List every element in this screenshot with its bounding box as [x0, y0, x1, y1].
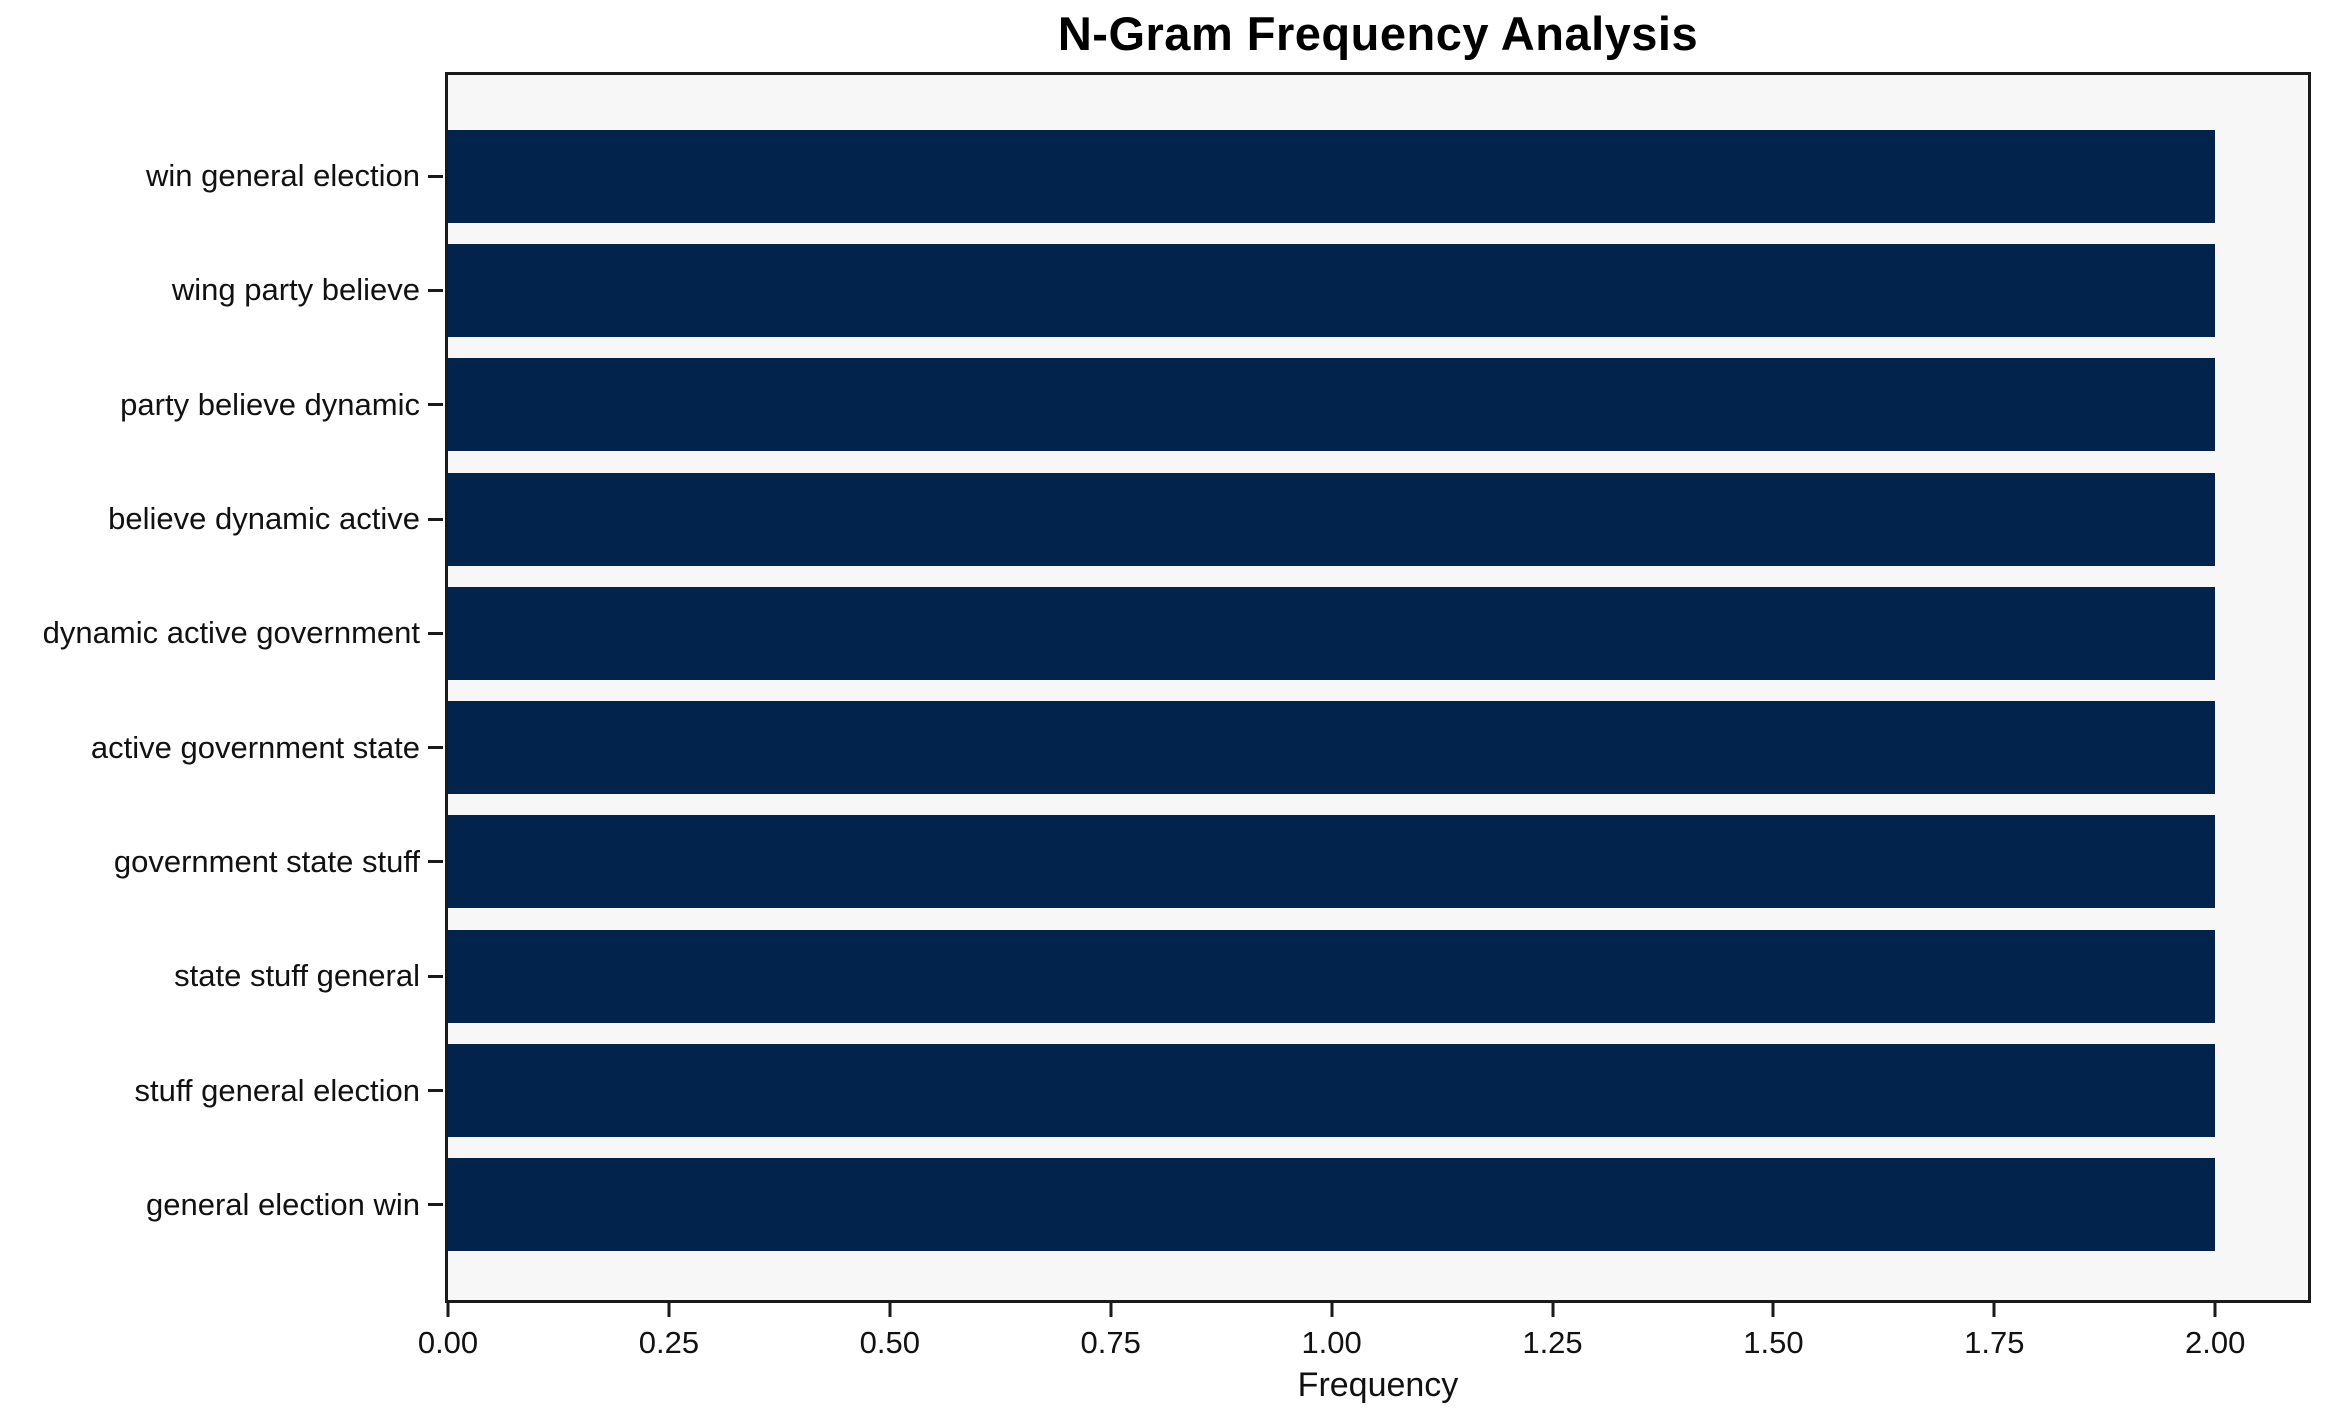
bar-row: [448, 576, 2308, 690]
y-tick-mark: [428, 860, 443, 864]
bar-row: [448, 1033, 2308, 1147]
y-tick-label-row: active government state: [0, 690, 420, 804]
bar: [448, 358, 2216, 452]
y-tick-mark: [428, 746, 443, 750]
y-tick-mark: [428, 174, 443, 178]
bar: [448, 243, 2216, 337]
bars-container: [448, 75, 2308, 1300]
bar: [448, 701, 2216, 795]
x-tick-label: 2.00: [2185, 1325, 2246, 1360]
x-tick-mark: [888, 1303, 892, 1317]
y-tick-label: government state stuff: [113, 843, 420, 879]
y-tick-label-row: win general election: [0, 119, 420, 233]
bar: [448, 1158, 2216, 1252]
x-tick-label: 1.25: [1522, 1325, 1583, 1360]
y-tick-label: win general election: [145, 158, 420, 194]
x-tick-mark: [1330, 1303, 1334, 1317]
chart-title: N-Gram Frequency Analysis: [1057, 7, 1699, 60]
x-tick-label: 1.75: [1964, 1325, 2025, 1360]
x-tick-label: 0.00: [417, 1325, 479, 1360]
y-tick-label-row: party believe dynamic: [0, 348, 420, 462]
bar-row: [448, 462, 2308, 576]
x-tick-mark: [446, 1303, 450, 1317]
y-tick-mark: [428, 1089, 443, 1093]
bar: [448, 586, 2216, 680]
bar: [448, 129, 2216, 223]
y-tick-mark: [428, 1203, 443, 1207]
x-tick-mark: [2213, 1303, 2217, 1317]
bar-row: [448, 919, 2308, 1033]
y-tick-mark: [428, 974, 443, 978]
bar-row: [448, 348, 2308, 462]
y-tick-label: stuff general election: [134, 1072, 420, 1108]
y-tick-label-row: stuff general election: [0, 1033, 420, 1147]
x-tick-mark: [1771, 1303, 1775, 1317]
bar: [448, 1044, 2216, 1138]
y-tick-label-row: wing party believe: [0, 233, 420, 347]
x-tick-label: 0.50: [859, 1325, 920, 1360]
bar-row: [448, 119, 2308, 233]
y-tick-label: general election win: [145, 1186, 420, 1222]
plot-area: win general election wing party believe pa…: [43, 72, 2311, 1360]
y-tick-label: party believe dynamic: [120, 386, 420, 422]
x-tick-mark: [667, 1303, 671, 1317]
y-tick-label: state stuff general: [174, 958, 420, 994]
y-tick-mark: [428, 517, 443, 521]
y-tick-mark: [428, 288, 443, 292]
x-tick-mark: [1109, 1303, 1113, 1317]
x-axis-title: Frequency: [1297, 1366, 1459, 1404]
bar-row: [448, 805, 2308, 919]
y-tick-label: active government state: [90, 729, 420, 765]
y-tick-mark: [428, 403, 443, 407]
bar: [448, 815, 2216, 909]
x-tick-mark: [1992, 1303, 1996, 1317]
y-axis-labels: win general election wing party believe pa…: [0, 75, 420, 1300]
y-tick-label-row: general election win: [0, 1148, 420, 1262]
x-tick-label: 1.50: [1743, 1325, 1804, 1360]
y-tick-label-row: state stuff general: [0, 919, 420, 1033]
bar-row: [448, 690, 2308, 804]
x-tick-label: 0.25: [638, 1325, 700, 1360]
y-tick-mark: [428, 631, 443, 635]
y-tick-label-row: government state stuff: [0, 805, 420, 919]
x-tick-mark: [1551, 1303, 1554, 1317]
y-tick-label: dynamic active government: [42, 615, 420, 651]
x-tick-label: 0.75: [1080, 1325, 1141, 1360]
y-tick-label-row: dynamic active government: [0, 576, 420, 690]
bar-row: [448, 1148, 2308, 1262]
x-tick-label: 1.00: [1301, 1325, 1362, 1360]
y-tick-label-row: believe dynamic active: [0, 462, 420, 576]
bar: [448, 929, 2216, 1023]
bar: [448, 472, 2216, 566]
y-tick-label: believe dynamic active: [108, 501, 420, 537]
bar-row: [448, 233, 2308, 347]
y-tick-label: wing party believe: [171, 272, 420, 308]
